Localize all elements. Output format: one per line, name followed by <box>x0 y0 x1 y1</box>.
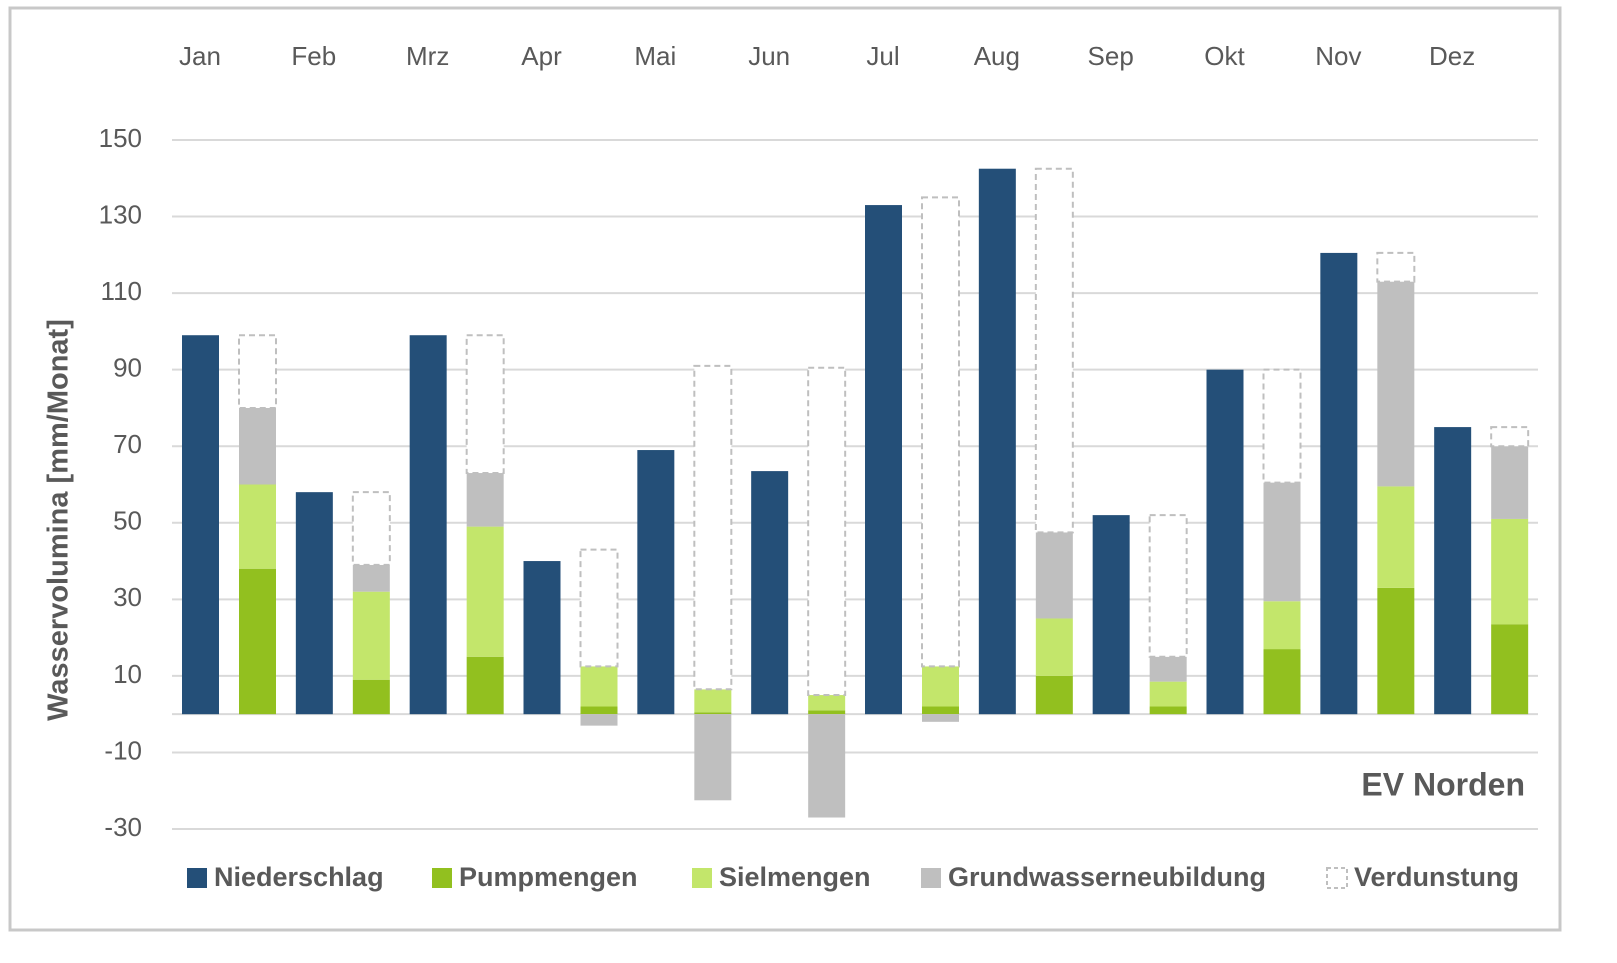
bar <box>352 564 390 592</box>
legend-marker <box>187 868 207 888</box>
bar <box>1491 518 1529 625</box>
bar <box>351 491 391 566</box>
bar <box>1263 601 1301 650</box>
legend-label: Grundwasserneubildung <box>948 862 1266 892</box>
x-tick-label: Jun <box>748 41 790 71</box>
bar <box>922 666 959 707</box>
bar <box>808 695 846 711</box>
bar <box>352 679 390 715</box>
bar <box>1263 482 1301 602</box>
bar <box>1376 251 1416 283</box>
bar <box>751 471 789 715</box>
x-tick-label: Mai <box>634 41 676 71</box>
x-tick-label: Okt <box>1204 41 1245 71</box>
legend-marker <box>921 868 941 888</box>
x-tick-label: Jan <box>179 41 221 71</box>
bar <box>921 196 960 668</box>
bar <box>694 689 732 713</box>
legend-label: Niederschlag <box>214 862 384 892</box>
bar <box>865 205 902 715</box>
bar <box>580 666 618 707</box>
bar <box>465 334 505 475</box>
y-tick-label: -10 <box>104 735 142 765</box>
bar <box>239 484 276 569</box>
bar <box>1377 486 1415 588</box>
x-tick-label: Nov <box>1315 41 1361 71</box>
y-tick-label: -30 <box>104 812 142 842</box>
bar <box>409 335 447 715</box>
x-tick-label: Mrz <box>406 41 449 71</box>
bar <box>808 714 846 818</box>
bar <box>579 548 619 668</box>
bar <box>1206 369 1244 715</box>
bar <box>239 568 276 715</box>
bar <box>808 710 846 715</box>
bar <box>694 712 732 715</box>
legend-marker <box>1326 867 1348 889</box>
bar <box>1149 706 1187 715</box>
x-tick-label: Feb <box>291 41 336 71</box>
legend-label: Verdunstung <box>1354 862 1519 892</box>
legend-label: Sielmengen <box>719 862 871 892</box>
y-tick-label: 130 <box>99 199 142 229</box>
y-tick-label: 50 <box>113 506 142 536</box>
x-tick-label: Sep <box>1088 41 1134 71</box>
legend-marker <box>692 868 712 888</box>
y-tick-label: 10 <box>113 659 142 689</box>
x-tick-label: Jul <box>866 41 899 71</box>
bar <box>238 334 277 409</box>
bar <box>978 168 1016 715</box>
bar <box>352 591 390 680</box>
annotation: EV Norden <box>1361 766 1525 802</box>
bar <box>637 450 675 715</box>
bar <box>1377 281 1415 487</box>
x-tick-label: Aug <box>974 41 1020 71</box>
bar <box>523 561 561 715</box>
bar <box>466 656 504 715</box>
bar <box>693 364 733 691</box>
y-axis-title: Wasservolumina [mm/Monat] <box>43 319 75 721</box>
bar <box>1434 427 1472 715</box>
legend-marker <box>432 868 452 888</box>
bar <box>1263 649 1301 715</box>
bar <box>295 492 333 715</box>
bar <box>1491 446 1529 519</box>
bar <box>1035 675 1073 715</box>
y-tick-label: 30 <box>113 582 142 612</box>
bar <box>922 706 959 715</box>
bar <box>1148 514 1188 658</box>
bar <box>922 714 959 722</box>
y-tick-label: 90 <box>113 353 142 383</box>
y-tick-label: 110 <box>101 276 142 306</box>
bar <box>1262 368 1302 484</box>
bar <box>1149 681 1187 707</box>
bar <box>239 407 276 485</box>
bar <box>1491 624 1529 715</box>
bar <box>1377 587 1415 715</box>
bar <box>1092 515 1130 715</box>
x-tick-label: Dez <box>1429 41 1475 71</box>
bar <box>807 366 847 697</box>
y-tick-label: 150 <box>99 123 142 153</box>
bar <box>580 714 618 726</box>
bar <box>580 706 618 715</box>
bar <box>466 526 504 657</box>
legend-label: Pumpmengen <box>459 862 638 892</box>
bar <box>1490 426 1530 448</box>
bar <box>1035 618 1073 676</box>
bar <box>1034 167 1074 534</box>
y-tick-label: 70 <box>113 429 142 459</box>
bar <box>694 714 732 801</box>
bar <box>1035 532 1073 619</box>
x-tick-label: Apr <box>521 41 562 71</box>
bar <box>466 473 504 527</box>
bar <box>182 335 219 715</box>
bar <box>1320 252 1358 715</box>
bar <box>1149 656 1187 682</box>
